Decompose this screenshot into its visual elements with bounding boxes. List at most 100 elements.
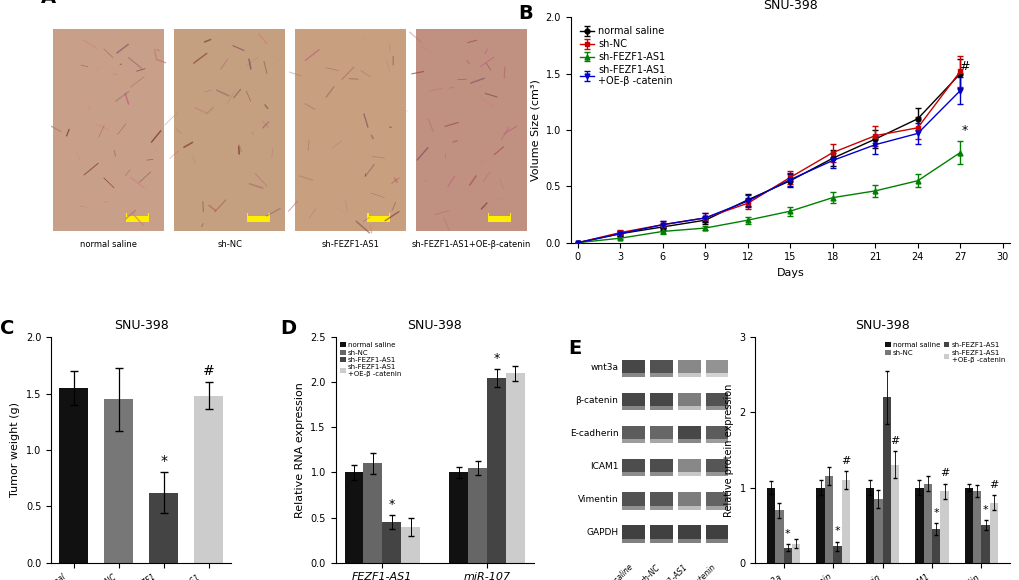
- X-axis label: Days: Days: [775, 268, 803, 278]
- Bar: [865, 488, 873, 563]
- Title: SNU-398: SNU-398: [762, 0, 817, 12]
- Bar: [792, 544, 800, 563]
- Bar: [705, 360, 728, 373]
- Y-axis label: Volume Size (cm³): Volume Size (cm³): [530, 79, 540, 181]
- Bar: [705, 525, 728, 539]
- Text: #: #: [203, 364, 214, 378]
- Bar: [449, 473, 468, 563]
- Bar: [980, 525, 988, 563]
- Bar: [148, 213, 149, 222]
- Text: A: A: [42, 0, 56, 7]
- Bar: [678, 406, 700, 410]
- Bar: [622, 492, 644, 506]
- Text: *: *: [493, 352, 499, 365]
- Bar: [400, 527, 420, 563]
- Bar: [914, 488, 922, 563]
- Bar: [487, 216, 510, 222]
- Bar: [622, 393, 644, 406]
- Bar: [678, 459, 700, 473]
- Bar: [388, 213, 390, 222]
- Bar: [622, 473, 644, 476]
- Bar: [649, 393, 673, 406]
- Bar: [367, 216, 388, 222]
- Bar: [783, 548, 792, 563]
- Bar: [505, 374, 525, 563]
- Bar: [622, 426, 644, 440]
- Bar: [622, 506, 644, 510]
- Text: Vimentin: Vimentin: [578, 495, 618, 504]
- Bar: [622, 360, 644, 373]
- Bar: [622, 373, 644, 377]
- Title: SNU-398: SNU-398: [114, 319, 168, 332]
- Text: *: *: [785, 528, 790, 539]
- Bar: [194, 396, 223, 563]
- Text: C: C: [0, 319, 15, 338]
- Bar: [382, 522, 400, 563]
- Bar: [649, 525, 673, 539]
- Bar: [344, 473, 363, 563]
- Text: #: #: [988, 480, 998, 490]
- Bar: [988, 502, 998, 563]
- Bar: [705, 440, 728, 443]
- Bar: [649, 506, 673, 510]
- Text: sh-FEZF1-AS1: sh-FEZF1-AS1: [321, 241, 379, 249]
- Bar: [125, 213, 127, 222]
- Bar: [622, 406, 644, 410]
- Bar: [53, 28, 164, 231]
- Bar: [487, 378, 505, 563]
- Bar: [649, 406, 673, 410]
- Bar: [841, 480, 849, 563]
- Bar: [678, 492, 700, 506]
- Bar: [247, 213, 248, 222]
- Bar: [247, 216, 268, 222]
- Bar: [678, 506, 700, 510]
- Title: SNU-398: SNU-398: [854, 319, 909, 332]
- Bar: [824, 476, 833, 563]
- Text: *: *: [932, 508, 938, 517]
- Y-axis label: Relative protein expression: Relative protein expression: [723, 383, 733, 517]
- Bar: [678, 426, 700, 440]
- Bar: [678, 525, 700, 539]
- Bar: [622, 459, 644, 473]
- Bar: [705, 373, 728, 377]
- Text: sh-NC: sh-NC: [217, 241, 242, 249]
- Bar: [678, 393, 700, 406]
- Text: #: #: [938, 469, 949, 478]
- Title: SNU-398: SNU-398: [407, 319, 462, 332]
- Bar: [649, 473, 673, 476]
- Bar: [705, 426, 728, 440]
- Bar: [415, 28, 526, 231]
- Bar: [59, 388, 89, 563]
- Text: sh-FEZF1-AS1+OE-β-catenin: sh-FEZF1-AS1+OE-β-catenin: [634, 563, 717, 580]
- Legend: normal saline, sh-NC, sh-FEZF1-AS1, sh-FEZF1-AS1
+OE-β -catenin: normal saline, sh-NC, sh-FEZF1-AS1, sh-F…: [338, 341, 403, 379]
- Bar: [268, 213, 269, 222]
- Bar: [649, 440, 673, 443]
- Text: E-cadherin: E-cadherin: [570, 429, 618, 438]
- Bar: [149, 493, 178, 563]
- Bar: [705, 539, 728, 543]
- Bar: [931, 529, 940, 563]
- Bar: [174, 28, 285, 231]
- Text: #: #: [841, 456, 850, 466]
- Bar: [705, 459, 728, 473]
- Bar: [363, 463, 382, 563]
- Text: sh-FEZF1-AS1: sh-FEZF1-AS1: [645, 563, 689, 580]
- Bar: [940, 491, 948, 563]
- Bar: [622, 539, 644, 543]
- Bar: [881, 397, 890, 563]
- Bar: [972, 491, 980, 563]
- Bar: [922, 484, 931, 563]
- Bar: [678, 373, 700, 377]
- Bar: [649, 360, 673, 373]
- Text: *: *: [388, 498, 394, 511]
- Bar: [649, 373, 673, 377]
- Bar: [678, 473, 700, 476]
- Bar: [468, 468, 487, 563]
- Bar: [766, 488, 774, 563]
- Text: *: *: [160, 454, 167, 468]
- Bar: [774, 510, 783, 563]
- Text: *: *: [961, 124, 967, 137]
- Legend: normal saline, sh-NC, sh-FEZF1-AS1, sh-FEZF1-AS1
+OE-β -catenin: normal saline, sh-NC, sh-FEZF1-AS1, sh-F…: [883, 341, 1006, 364]
- Text: normal saline: normal saline: [591, 563, 634, 580]
- Bar: [705, 406, 728, 410]
